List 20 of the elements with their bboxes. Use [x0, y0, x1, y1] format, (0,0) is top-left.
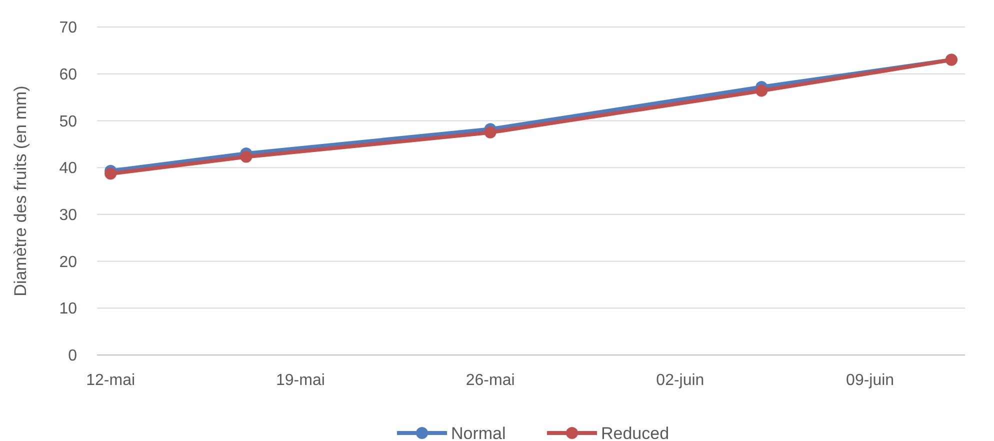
x-tick-label: 02-juin	[656, 372, 704, 389]
y-tick-label: 40	[59, 160, 78, 178]
y-tick-label: 30	[59, 207, 78, 224]
y-tick-label: 20	[59, 254, 78, 271]
point	[240, 150, 252, 163]
x-tick-label: 19-mai	[276, 372, 325, 389]
x-tick-label: 26-mai	[466, 372, 515, 389]
y-tick-label: 0	[68, 348, 78, 365]
x-tick-label: 12-mai	[86, 372, 136, 389]
y-tick-label: 60	[59, 66, 78, 84]
point	[756, 84, 768, 97]
y-tick-label: 10	[59, 300, 78, 318]
point	[484, 126, 496, 138]
y-axis-title: Diamètre des fruits (en mm)	[11, 86, 30, 296]
point	[104, 168, 117, 180]
y-tick-label: 50	[59, 113, 78, 130]
legend-label: Reduced	[601, 424, 670, 441]
legend-label: Normal	[451, 424, 506, 441]
y-tick-label: 70	[59, 20, 78, 37]
x-tick-label: 09-juin	[846, 372, 894, 389]
